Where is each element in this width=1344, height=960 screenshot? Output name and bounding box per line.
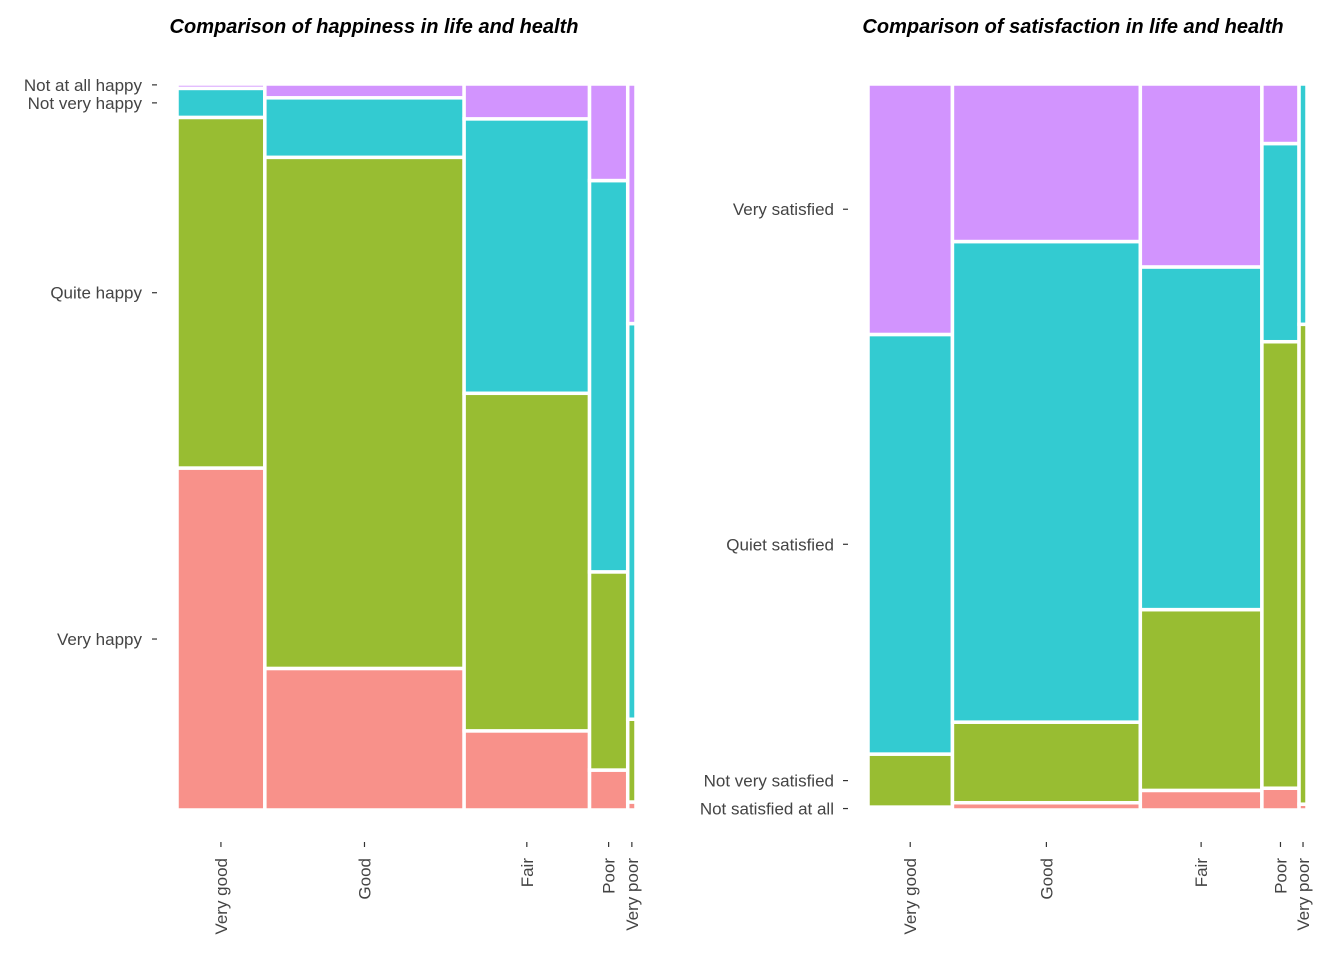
mosaic-cell-very-good-not-very-satisfied [866,752,955,809]
mosaic-cell-very-poor-not-very-happy [625,321,638,721]
mosaic-cell-very-poor-quiet-satisfied [1297,82,1309,327]
happiness-mosaic-panel: Comparison of happiness in life and heal… [24,16,642,935]
mosaic-cell-poor-not-very-satisfied [1260,339,1301,790]
mosaic-cell-very-poor-not-at-all-happy [625,82,638,326]
mosaic-cell-poor-not-satisfied-at-all [1260,786,1301,812]
mosaic-cell-fair-quiet-satisfied [1138,265,1264,612]
mosaic-cell-poor-very-happy [587,768,630,812]
y-tick-label-not-very-happy: Not very happy [28,94,143,113]
mosaic-cell-poor-very-satisfied [1260,82,1301,146]
chart-title-satisfaction: Comparison of satisfaction in life and h… [862,16,1283,38]
x-tick-label-poor: Poor [600,858,619,894]
y-tick-label-quite-happy: Quite happy [50,284,142,303]
mosaic-cell-fair-not-satisfied-at-all [1138,788,1264,812]
x-tick-label-good: Good [1037,858,1056,900]
mosaic-cell-good-not-at-all-happy [263,82,466,100]
y-tick-label-not-satisfied-at-all: Not satisfied at all [700,800,834,819]
mosaic-cell-very-poor-quite-happy [625,717,638,804]
x-tick-label-poor: Poor [1271,858,1290,894]
mosaic-cell-fair-not-at-all-happy [462,82,592,121]
mosaic-cell-fair-very-happy [462,729,592,812]
mosaic-cell-fair-very-satisfied [1138,82,1264,269]
mosaic-cell-very-good-very-satisfied [866,82,955,337]
x-tick-label-very-good: Very good [212,858,231,935]
y-tick-label-quiet-satisfied: Quiet satisfied [726,535,834,554]
x-tick-label-very-poor: Very poor [623,858,642,931]
satisfaction-mosaic-panel: Comparison of satisfaction in life and h… [700,16,1313,935]
mosaic-cell-fair-not-very-happy [462,117,592,396]
mosaic-cell-good-quite-happy [263,155,466,671]
mosaic-cell-good-very-satisfied [950,82,1143,244]
mosaic-cell-very-poor-not-very-satisfied [1297,322,1309,806]
mosaic-cell-fair-quite-happy [462,391,592,733]
mosaic-cell-poor-quiet-satisfied [1260,141,1301,344]
mosaic-cell-very-good-not-at-all-happy [175,82,267,91]
mosaic-cell-good-not-very-happy [263,96,466,160]
x-tick-label-fair: Fair [1192,858,1211,888]
mosaic-cell-very-good-very-happy [175,466,267,812]
x-tick-label-very-poor: Very poor [1294,858,1313,931]
mosaic-cell-very-good-quiet-satisfied [866,332,955,756]
y-tick-label-not-very-satisfied: Not very satisfied [704,772,834,791]
mosaic-cell-poor-quite-happy [587,570,630,772]
y-tick-label-very-satisfied: Very satisfied [733,200,834,219]
mosaic-cell-very-good-quite-happy [175,115,267,470]
mosaic-cell-poor-not-very-happy [587,178,630,574]
y-tick-label-very-happy: Very happy [57,630,143,649]
mosaic-cell-fair-not-very-satisfied [1138,607,1264,793]
mosaic-cell-good-very-happy [263,666,466,812]
y-tick-label-not-at-all-happy: Not at all happy [24,76,143,95]
mosaic-cell-poor-not-at-all-happy [587,82,630,183]
mosaic-cell-good-not-very-satisfied [950,720,1143,805]
mosaic-cell-good-quiet-satisfied [950,239,1143,724]
x-tick-label-good: Good [355,858,374,900]
chart-title-happiness: Comparison of happiness in life and heal… [170,16,579,38]
x-tick-label-fair: Fair [518,858,537,888]
x-tick-label-very-good: Very good [901,858,920,935]
mosaic-cell-very-good-not-very-happy [175,86,267,120]
